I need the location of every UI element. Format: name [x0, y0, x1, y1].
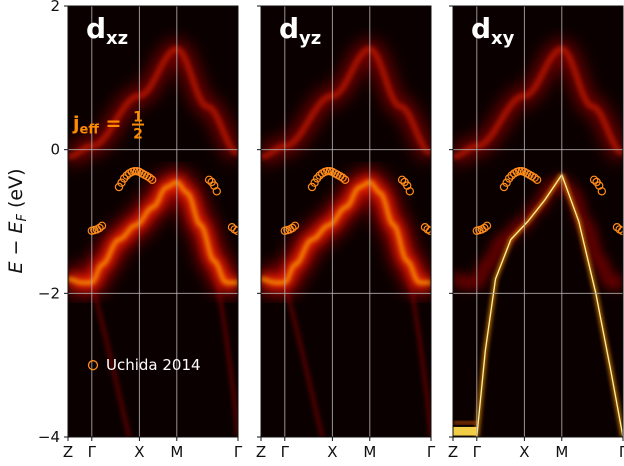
data-point: [482, 221, 492, 230]
data-point: [532, 175, 542, 184]
data-point: [502, 178, 511, 187]
upper-band: [68, 46, 238, 160]
panel-title: dxz: [86, 12, 128, 49]
flat-band-glow: [453, 421, 477, 425]
data-point: [233, 226, 238, 235]
data-point: [130, 166, 139, 176]
main-band: [68, 180, 238, 285]
data-point: [597, 187, 607, 196]
upper-band: [453, 46, 623, 160]
legend: Uchida 2014: [87, 356, 201, 374]
x-tick-label: Z: [448, 443, 458, 461]
x-tick-label: Γ: [473, 443, 482, 461]
x-tick-label: X: [134, 443, 144, 461]
y-tick-label: 2: [50, 0, 60, 15]
data-point: [515, 166, 524, 176]
data-point: [480, 223, 489, 233]
flat-band-segment: [453, 426, 477, 436]
data-point: [530, 173, 539, 182]
y-tick-label: −2: [38, 284, 60, 302]
data-point: [499, 182, 509, 192]
panel-title: dyz: [279, 12, 321, 49]
x-tick-label: X: [327, 443, 337, 461]
main-band: [261, 180, 431, 285]
x-tick-label: Z: [63, 443, 73, 461]
shadow-band: [89, 282, 132, 437]
data-point: [290, 221, 300, 230]
data-point: [97, 221, 107, 230]
shadow-band: [215, 282, 238, 437]
data-point: [589, 175, 599, 184]
data-point: [114, 182, 124, 192]
data-point: [288, 223, 297, 233]
x-tick-label: Γ: [619, 443, 624, 461]
upper-band: [261, 46, 431, 160]
shadow-band: [282, 282, 325, 437]
data-point: [95, 223, 104, 233]
x-tick-label: Γ: [281, 443, 290, 461]
data-point: [117, 178, 126, 187]
data-point: [397, 175, 407, 184]
data-point: [147, 175, 157, 184]
x-tick-label: X: [519, 443, 529, 461]
y-tick-label: −4: [38, 428, 60, 446]
panel-frame: [260, 5, 432, 438]
data-point: [617, 226, 623, 235]
x-tick-label: Γ: [427, 443, 436, 461]
shadow-band: [408, 282, 431, 437]
data-point: [338, 173, 347, 182]
data-point: [145, 173, 154, 182]
x-tick-label: Γ: [234, 443, 243, 461]
data-point: [405, 187, 414, 196]
x-tick-label: M: [170, 443, 183, 461]
legend-marker: [87, 360, 99, 371]
legend-label: Uchida 2014: [106, 356, 201, 374]
fraction-numerator: 1: [133, 110, 143, 126]
jeff-label: jeff =: [72, 113, 121, 138]
data-point: [323, 166, 332, 176]
data-point: [340, 175, 350, 184]
x-tick-label: Z: [256, 443, 266, 461]
y-axis-label: E − EF (eV): [5, 168, 30, 273]
data-point: [425, 226, 431, 235]
y-tick-label: 0: [50, 141, 60, 159]
data-point: [307, 182, 317, 192]
x-tick-label: M: [363, 443, 376, 461]
panel-frame: [452, 5, 624, 438]
panel-title: dxy: [471, 12, 515, 49]
jeff-annotation: jeff = 12: [72, 110, 144, 143]
panel-frame: [67, 5, 239, 438]
data-point: [212, 187, 221, 196]
data-point: [310, 178, 319, 187]
fraction-denominator: 2: [133, 127, 143, 143]
x-tick-label: Γ: [88, 443, 97, 461]
x-tick-label: M: [555, 443, 568, 461]
sharp-band-core: [476, 173, 623, 437]
data-point: [204, 175, 214, 184]
